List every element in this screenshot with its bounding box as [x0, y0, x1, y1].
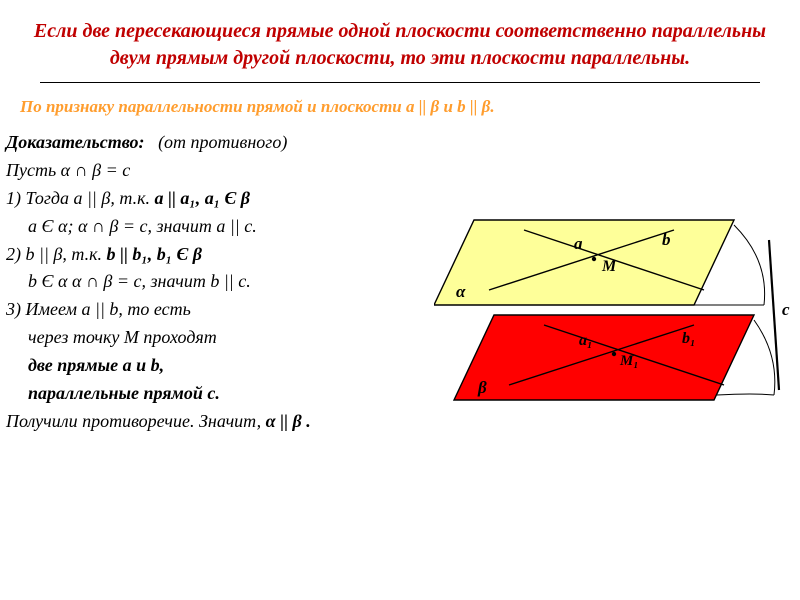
- geometry-diagram: α β a b M a₁ b₁ M₁ c: [434, 205, 794, 445]
- plane-beta: [454, 315, 754, 400]
- lemma-line: По признаку параллельности прямой и плос…: [0, 93, 800, 129]
- label-b1: b₁: [682, 330, 696, 347]
- label-M1: M₁: [619, 353, 639, 369]
- proof-heading-note: (от противного): [158, 132, 287, 152]
- proof-let: Пусть α ∩ β = c: [6, 157, 790, 185]
- theorem-title: Если две пересекающиеся прямые одной пло…: [0, 0, 800, 80]
- label-M: M: [601, 258, 617, 275]
- arc-0: [734, 225, 765, 305]
- point-M: [592, 257, 596, 261]
- proof-step2-prefix: 2) b || β, т.к.: [6, 244, 107, 264]
- label-a: a: [574, 234, 583, 253]
- plane-alpha: [434, 220, 734, 305]
- proof-conclusion-bold: α || β .: [266, 411, 311, 431]
- proof-conclusion-prefix: Получили противоречие. Значит,: [6, 411, 266, 431]
- title-rule: [40, 82, 760, 83]
- proof-step1-bold: a || a₁, a₁ Є β: [154, 188, 250, 208]
- proof-heading: Доказательство:: [6, 132, 145, 152]
- label-a1: a₁: [579, 332, 593, 349]
- label-beta: β: [477, 378, 487, 397]
- arc-3: [717, 394, 774, 395]
- label-c: c: [782, 300, 790, 319]
- label-b: b: [662, 230, 671, 249]
- proof-step2-bold: b || b₁, b₁ Є β: [107, 244, 203, 264]
- arc-2: [754, 320, 775, 395]
- proof-step1-prefix: 1) Тогда a || β, т.к.: [6, 188, 154, 208]
- label-alpha: α: [456, 282, 466, 301]
- point-M1: [612, 352, 616, 356]
